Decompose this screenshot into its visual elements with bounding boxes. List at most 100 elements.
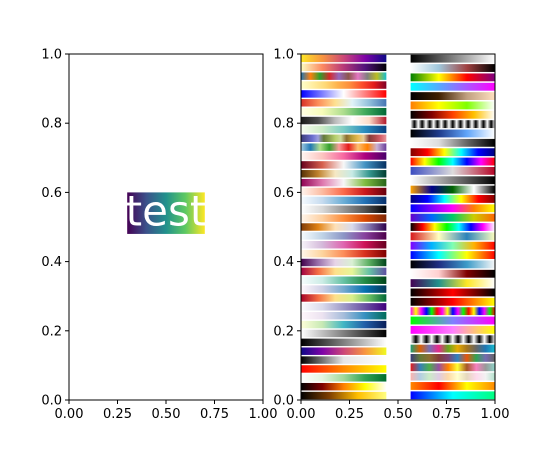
x-tick-label: 0.75 (200, 407, 229, 422)
colormap-strip (301, 107, 387, 116)
colormap-strip (410, 176, 495, 185)
colormap-strips (301, 54, 495, 400)
colormap-strip (301, 285, 387, 293)
colormap-strip (301, 329, 387, 338)
colormap-strip (301, 196, 387, 205)
right-y-ticks: 0.0 0.2 0.4 0.6 0.8 1.0 (273, 48, 301, 409)
colormap-strip (301, 161, 387, 169)
colormap-strip (301, 338, 387, 347)
colormap-strip (301, 99, 387, 107)
colormap-strip (410, 120, 495, 129)
x-tick-label: 1.00 (249, 407, 278, 422)
colormap-strip (410, 195, 495, 203)
colormap-strip (301, 374, 387, 382)
colormap-strip (301, 205, 387, 213)
colormap-strip (410, 382, 495, 390)
colormap-strip (301, 143, 387, 151)
colormap-strip (301, 178, 387, 187)
x-tick-label: 0.50 (384, 407, 413, 422)
colormap-strip (410, 110, 495, 119)
y-tick-label: 0.2 (41, 324, 62, 339)
colormap-strip (410, 372, 495, 381)
colormap-strip (301, 214, 387, 222)
colormap-strip (301, 382, 387, 391)
colormap-strip (410, 316, 495, 325)
colormap-strip (410, 64, 495, 72)
colormap-strip (301, 249, 387, 258)
colormap-strip (410, 223, 495, 231)
colormap-strip (301, 241, 387, 249)
y-tick-label: 0.4 (41, 255, 62, 270)
colormap-strip (410, 260, 495, 269)
y-tick-label: 0.0 (273, 394, 294, 409)
colormap-strip (410, 232, 495, 241)
viridis-image (127, 192, 205, 234)
colormap-strip (410, 204, 495, 213)
colormap-strip (410, 391, 495, 400)
right-x-ticks: 0.00 0.25 0.50 0.75 1.00 (287, 400, 510, 422)
left-x-ticks: 0.00 0.25 0.50 0.75 1.00 (55, 400, 278, 422)
colormap-strip (410, 297, 495, 306)
x-tick-label: 1.00 (481, 407, 510, 422)
annotation-text: test (126, 187, 207, 236)
right-axes: 0.00 0.25 0.50 0.75 1.00 0.0 0.2 0.4 0.6 0.8 1.0 (273, 48, 509, 423)
colormap-strip (301, 116, 387, 125)
colormap-strip (410, 344, 495, 353)
y-tick-label: 0.6 (41, 186, 62, 201)
colormap-strip (410, 241, 495, 250)
colormap-strip (410, 148, 495, 157)
y-tick-label: 0.6 (273, 186, 294, 201)
colormap-strip (410, 307, 495, 316)
colormap-strip (301, 72, 387, 80)
colormap-strip (410, 82, 495, 91)
colormap-strip (410, 157, 495, 166)
colormap-strip (301, 125, 387, 134)
colormap-strip (410, 166, 495, 175)
y-tick-label: 1.0 (273, 48, 294, 63)
colormap-strip (301, 170, 387, 178)
colormap-strip (301, 347, 387, 355)
colormap-strip (301, 223, 387, 231)
colormap-strip (301, 356, 387, 364)
colormap-strip (410, 54, 495, 63)
colormap-strip (410, 363, 495, 372)
colormap-strip (301, 276, 387, 284)
colormap-strip (301, 152, 387, 160)
y-tick-label: 0.8 (41, 117, 62, 132)
colormap-strip (301, 90, 387, 98)
colormap-strip (301, 63, 387, 72)
colormap-strip (410, 101, 495, 110)
colormap-strip (410, 325, 495, 334)
y-tick-label: 0.4 (273, 255, 294, 270)
colormap-strip (301, 391, 387, 400)
x-tick-label: 0.25 (335, 407, 364, 422)
left-axes: test 0.00 0.25 0.50 0.75 1.00 0.00.20.40.60.… (41, 48, 277, 423)
x-tick-label: 0.50 (152, 407, 181, 422)
colormap-strip (410, 185, 495, 194)
colormap-strip (301, 134, 387, 143)
colormap-strip (410, 73, 495, 82)
x-tick-label: 0.00 (287, 407, 316, 422)
colormap-strip (301, 303, 387, 311)
colormap-strip (410, 288, 495, 297)
y-tick-label: 1.0 (41, 48, 62, 63)
y-tick-label: 0.8 (273, 117, 294, 132)
colormap-strip (301, 294, 387, 302)
colormap-strip (301, 81, 387, 89)
colormap-strip (301, 187, 387, 196)
colormap-strip (410, 92, 495, 101)
colormap-strip (410, 279, 495, 288)
colormap-strip (301, 311, 387, 320)
colormap-strip (410, 138, 495, 147)
colormap-strip (301, 320, 387, 329)
x-tick-label: 0.75 (432, 407, 461, 422)
colormap-strip (410, 335, 495, 344)
colormap-strip (301, 258, 387, 267)
colormap-strip (301, 232, 387, 240)
colormap-strip (301, 267, 387, 276)
y-tick-label: 0.2 (273, 324, 294, 339)
left-y-ticks: 0.0 0.2 0.4 0.6 0.8 1.0 (41, 48, 69, 409)
y-tick-label: 0.0 (41, 394, 62, 409)
colormap-strip (410, 251, 495, 259)
left-axes-image (127, 192, 205, 234)
